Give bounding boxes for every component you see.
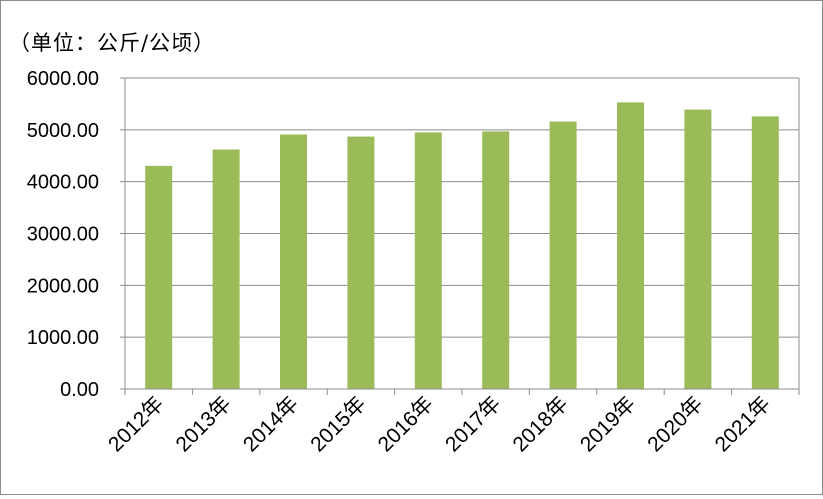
bar <box>212 149 240 389</box>
y-tick-label: 0.00 <box>60 379 99 401</box>
x-tick-label: 2016年 <box>374 392 438 456</box>
bar <box>751 116 779 390</box>
unit-label: （单位：公斤/公顷） <box>9 31 216 55</box>
y-tick-label: 4000.00 <box>27 172 99 194</box>
x-tick-label: 2012年 <box>104 392 168 456</box>
x-tick-label: 2015年 <box>306 392 370 456</box>
bar <box>145 165 173 389</box>
x-tick-label: 2019年 <box>576 392 640 456</box>
bar <box>280 134 307 389</box>
x-tick-label: 2020年 <box>643 392 707 456</box>
x-tick-label: 2017年 <box>441 392 505 456</box>
bar <box>549 121 577 389</box>
y-tick-label: 6000.00 <box>27 68 99 90</box>
x-tick-label: 2021年 <box>711 392 775 456</box>
y-tick-label: 3000.00 <box>27 224 99 246</box>
bar <box>684 109 712 389</box>
bar <box>347 136 375 389</box>
x-tick-label: 2013年 <box>171 392 235 456</box>
bar <box>617 102 644 389</box>
bar <box>414 132 442 390</box>
x-tick-label: 2018年 <box>508 392 572 456</box>
bar <box>482 131 510 389</box>
y-tick-label: 2000.00 <box>27 275 99 297</box>
x-tick-label: 2014年 <box>239 392 303 456</box>
y-tick-label: 5000.00 <box>27 120 99 142</box>
y-tick-label: 1000.00 <box>27 327 99 349</box>
